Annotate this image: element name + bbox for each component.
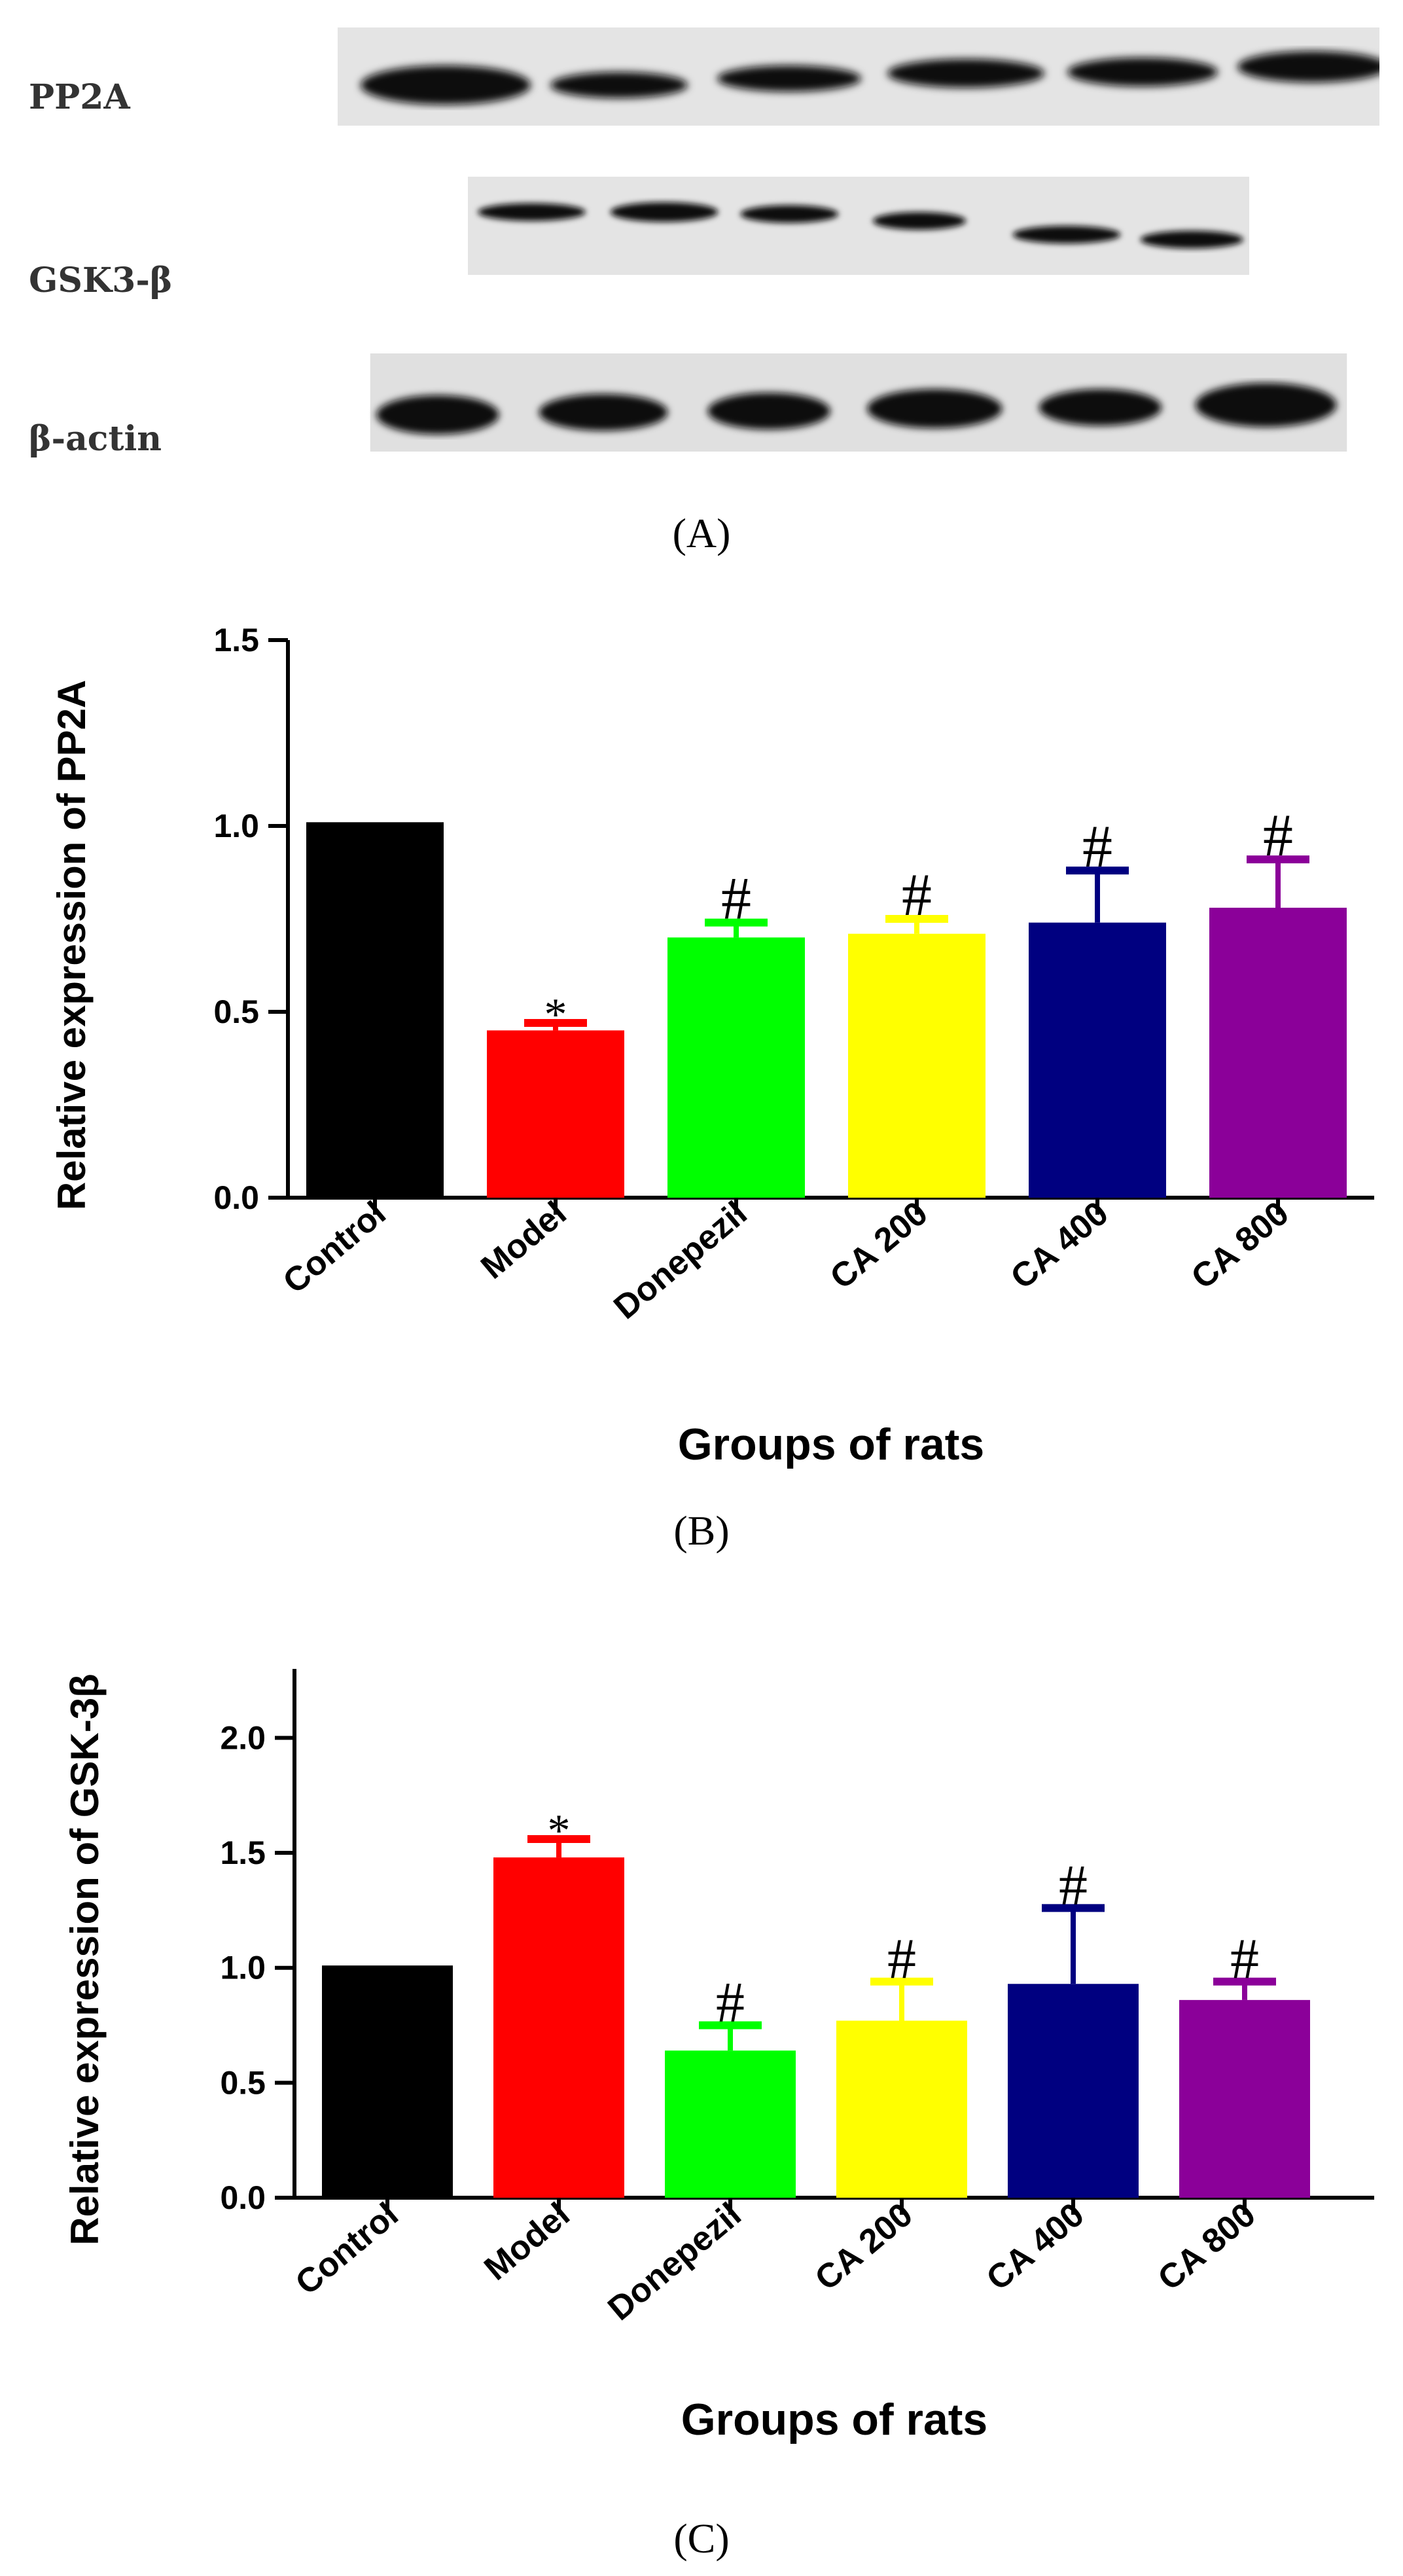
y-tick-label: 0.0 <box>220 2179 266 2216</box>
x-category-label: CA 200 <box>823 1194 935 1297</box>
significance-mark: # <box>716 1971 745 2035</box>
y-tick-label: 1.0 <box>213 808 259 844</box>
significance-mark: # <box>902 861 932 928</box>
x-axis-title: Groups of rats <box>678 1420 985 1469</box>
bar-ca-400 <box>1029 922 1166 1198</box>
x-category-label: CA 800 <box>1184 1194 1296 1297</box>
y-tick-label: 1.0 <box>220 1950 266 1986</box>
caption-a: (A) <box>672 510 731 556</box>
significance-mark: # <box>887 1927 916 1991</box>
bar-ca-800 <box>1209 907 1347 1198</box>
bar-control <box>306 822 444 1198</box>
significance-mark: # <box>1082 813 1112 880</box>
blot-label-beta-actin: β-actin <box>29 419 162 459</box>
blot-strip-pp2a <box>338 27 1379 126</box>
y-tick-label: 0.5 <box>213 993 259 1030</box>
blot-strip-beta-actin <box>370 353 1347 452</box>
bar-model <box>493 1857 624 2198</box>
y-tick-label: 2.0 <box>220 1719 266 1756</box>
significance-mark: # <box>1059 1853 1088 1917</box>
caption-b: (B) <box>673 1507 729 1554</box>
caption-c: (C) <box>673 2515 729 2562</box>
significance-mark: # <box>721 865 751 932</box>
y-tick-label: 0.0 <box>213 1179 259 1216</box>
x-category-label: CA 200 <box>808 2196 920 2299</box>
significance-mark: * <box>548 1806 571 1856</box>
x-axis-title: Groups of rats <box>681 2395 988 2444</box>
y-axis-title: Relative expression of GSK-3β <box>63 1673 107 2245</box>
bar-donepezil <box>667 937 805 1198</box>
x-category-label: CA 400 <box>1004 1194 1116 1297</box>
bar-ca-200 <box>836 2020 967 2198</box>
bar-control <box>322 1965 453 2198</box>
blot-label-pp2a: PP2A <box>29 77 130 117</box>
y-tick-label: 1.5 <box>213 622 259 658</box>
x-category-label: Donepezil <box>601 2196 748 2328</box>
x-category-label: Control <box>276 1194 393 1301</box>
y-tick-label: 0.5 <box>220 2064 266 2101</box>
x-category-label: CA 800 <box>1151 2196 1263 2299</box>
x-category-label: Model <box>474 1194 573 1287</box>
bar-ca-800 <box>1179 1999 1310 2198</box>
x-category-label: Model <box>477 2196 577 2288</box>
bar-ca-400 <box>1008 1984 1139 2198</box>
significance-mark: # <box>1230 1927 1259 1991</box>
bar-ca-200 <box>848 933 986 1198</box>
bar-model <box>487 1030 624 1198</box>
x-category-label: Donepezil <box>607 1194 754 1327</box>
chart-gsk3b: 0.0 0.5 1.0 1.5 2.0 Control * Model # Donepezil # C… <box>63 1669 1374 2562</box>
blot-strip-gsk3b <box>468 177 1249 275</box>
significance-mark: * <box>544 990 567 1040</box>
chart-pp2a: 0.0 0.5 1.0 1.5 Control * Model # Donepezil # CA 2… <box>50 622 1374 1554</box>
significance-mark: # <box>1263 802 1293 868</box>
blot-label-gsk3b: GSK3-β <box>29 260 173 300</box>
x-category-label: CA 400 <box>980 2196 1092 2299</box>
bar-donepezil <box>665 2050 796 2198</box>
x-category-label: Control <box>289 2196 406 2302</box>
y-axis-title: Relative expression of PP2A <box>50 680 94 1210</box>
y-tick-label: 1.5 <box>220 1834 266 1871</box>
